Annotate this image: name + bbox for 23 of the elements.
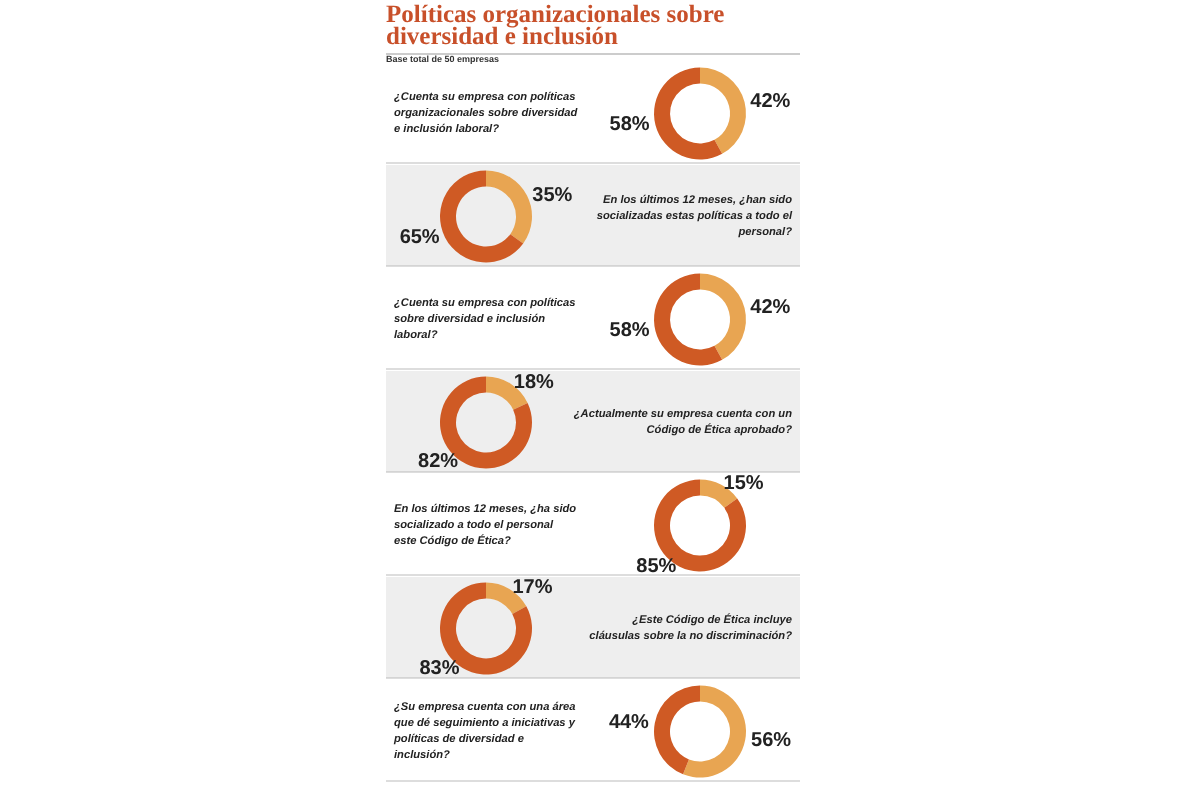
data-label: 35% (532, 184, 573, 207)
data-label: 83% (419, 658, 460, 681)
donut-slice (654, 273, 723, 366)
donut-slice (486, 170, 532, 244)
donut-slice (440, 170, 524, 263)
data-label: 65% (399, 227, 440, 250)
data-label: 42% (750, 91, 791, 114)
donut-slice (700, 67, 746, 154)
data-label: 58% (609, 114, 650, 137)
data-label: 85% (636, 556, 677, 579)
data-label: 15% (723, 473, 764, 496)
data-label: 18% (513, 372, 555, 395)
donut-slice (654, 67, 723, 160)
donut-slice (654, 685, 700, 775)
data-label: 58% (609, 320, 650, 343)
data-label: 82% (418, 451, 459, 474)
data-label: 44% (608, 712, 650, 735)
donut-slice (700, 273, 746, 360)
text: Políticas organizacionales sobre diversidad e inclusión (386, 0, 726, 50)
donut-slice (683, 685, 746, 778)
data-label: 42% (750, 297, 791, 320)
data-label: 17% (512, 577, 553, 600)
data-label: 56% (751, 729, 792, 752)
